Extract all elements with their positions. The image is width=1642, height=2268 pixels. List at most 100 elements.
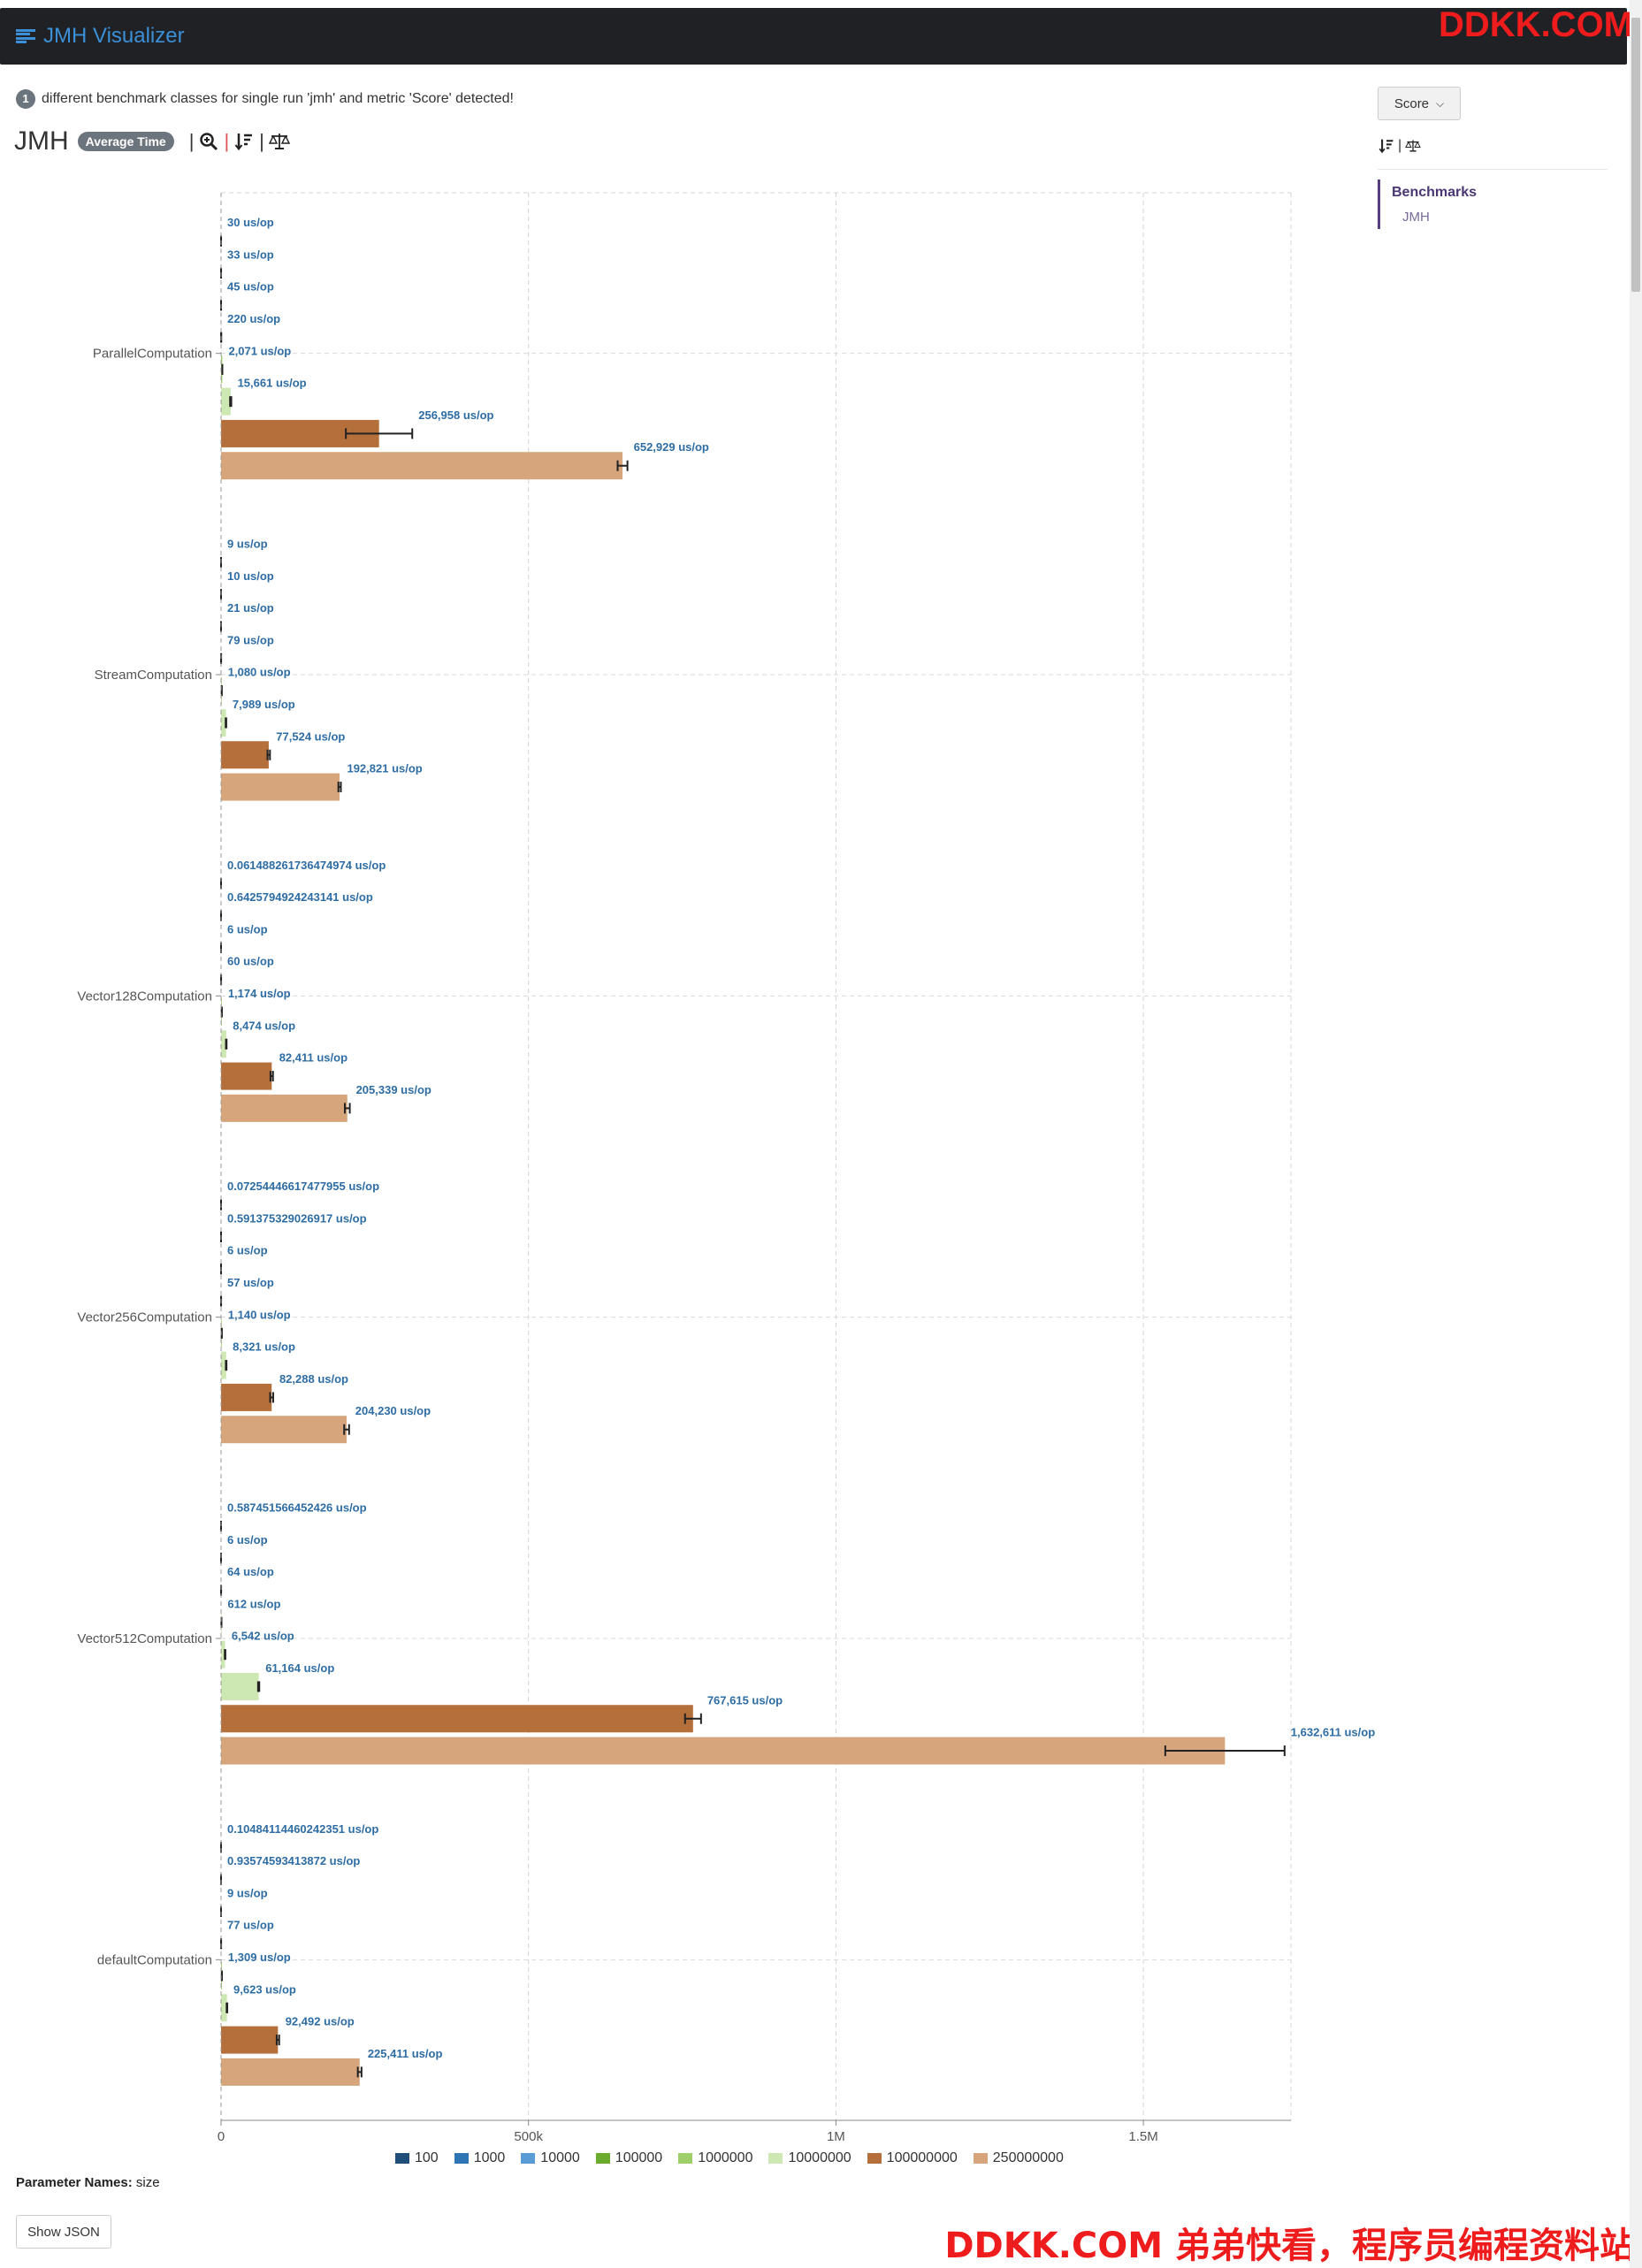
data-label: 77 us/op bbox=[227, 1919, 274, 1932]
detection-info: 1 different benchmark classes for single… bbox=[16, 89, 514, 109]
data-label: 1,174 us/op bbox=[228, 987, 291, 1000]
separator: | bbox=[1398, 138, 1402, 153]
bar bbox=[221, 452, 623, 480]
data-label: 9,623 us/op bbox=[233, 1982, 296, 1996]
data-label: 61,164 us/op bbox=[265, 1661, 334, 1675]
bar bbox=[221, 2058, 360, 2086]
x-tick-label: 500k bbox=[514, 2129, 543, 2144]
legend-item[interactable]: 1000 bbox=[454, 2150, 506, 2166]
legend-item[interactable]: 100000000 bbox=[867, 2150, 958, 2166]
data-label: 82,288 us/op bbox=[279, 1372, 348, 1386]
bar bbox=[221, 1030, 226, 1058]
data-label: 6 us/op bbox=[227, 1244, 268, 1257]
legend-item[interactable]: 1000000 bbox=[678, 2150, 752, 2166]
scrollbar-thumb[interactable] bbox=[1631, 18, 1640, 292]
mode-badge: Average Time bbox=[77, 132, 174, 151]
bar bbox=[221, 1383, 272, 1411]
bar bbox=[221, 1416, 347, 1444]
parameter-label: Parameter Names: bbox=[16, 2175, 133, 2190]
balance-scale-icon[interactable] bbox=[268, 131, 290, 152]
data-label: 7,989 us/op bbox=[233, 698, 295, 711]
bar bbox=[221, 2026, 279, 2054]
data-label: 15,661 us/op bbox=[238, 377, 307, 390]
legend-swatch bbox=[768, 2153, 783, 2164]
data-label: 9 us/op bbox=[227, 1886, 268, 1899]
watermark-top: DDKK.COM bbox=[1439, 5, 1633, 44]
separator: | bbox=[259, 130, 264, 152]
x-tick-label: 1.5M bbox=[1128, 2129, 1157, 2144]
category-label: ParallelComputation bbox=[93, 347, 212, 362]
data-label: 8,474 us/op bbox=[233, 1019, 295, 1032]
title-row: JMH Average Time | | | bbox=[14, 126, 290, 157]
data-label: 82,411 us/op bbox=[279, 1051, 347, 1065]
benchmark-chart: ParallelComputation 30 us/op 33 us/op 45 us… bbox=[77, 192, 1375, 2144]
data-label: 0.07254446617477955 us/op bbox=[227, 1180, 379, 1193]
data-label: 1,080 us/op bbox=[228, 666, 291, 679]
brand-link[interactable]: JMH Visualizer bbox=[16, 24, 185, 49]
data-label: 33 us/op bbox=[227, 248, 274, 261]
balance-scale-icon[interactable] bbox=[1405, 138, 1421, 154]
data-label: 6,542 us/op bbox=[232, 1630, 294, 1643]
navbar: JMH Visualizer bbox=[0, 8, 1627, 65]
data-label: 0.10484114460242351 us/op bbox=[227, 1822, 378, 1836]
legend-label: 100 bbox=[415, 2150, 439, 2165]
bar bbox=[221, 1062, 272, 1090]
data-label: 64 us/op bbox=[227, 1565, 274, 1578]
sort-desc-icon[interactable] bbox=[1379, 138, 1394, 154]
legend-label: 1000 bbox=[473, 2150, 506, 2165]
show-json-button[interactable]: Show JSON bbox=[16, 2215, 111, 2249]
legend-swatch bbox=[395, 2153, 409, 2164]
legend-swatch bbox=[867, 2153, 882, 2164]
data-label: 205,339 us/op bbox=[356, 1083, 432, 1096]
parameter-names: Parameter Names: size bbox=[16, 2175, 160, 2190]
data-label: 0.591375329026917 us/op bbox=[227, 1211, 367, 1225]
list-icon bbox=[16, 29, 35, 43]
data-label: 21 us/op bbox=[227, 601, 274, 615]
scrollbar[interactable] bbox=[1630, 0, 1642, 2268]
legend-label: 10000 bbox=[540, 2150, 580, 2165]
watermark-bottom: DDKK.COM 弟弟快看，程序员编程资料站 bbox=[944, 2226, 1635, 2266]
category-label: defaultComputation bbox=[97, 1952, 212, 1967]
data-label: 0.587451566452426 us/op bbox=[227, 1501, 367, 1514]
legend-swatch bbox=[595, 2153, 610, 2164]
sort-desc-icon[interactable] bbox=[233, 131, 255, 152]
chart-legend: 100 1000 10000 100000 1000000 10000000 1000000… bbox=[395, 2150, 1080, 2166]
legend-label: 10000000 bbox=[788, 2150, 852, 2165]
data-label: 220 us/op bbox=[227, 312, 280, 325]
metric-select[interactable]: Score ⌵ bbox=[1378, 87, 1461, 120]
parameter-value: size bbox=[135, 2175, 160, 2190]
legend-item[interactable]: 10000000 bbox=[768, 2150, 852, 2166]
detection-text: different benchmark classes for single r… bbox=[42, 91, 514, 106]
data-label: 0.6425794924243141 us/op bbox=[227, 890, 373, 904]
legend-swatch bbox=[521, 2153, 536, 2164]
page-title: JMH bbox=[14, 126, 69, 156]
data-label: 204,230 us/op bbox=[355, 1404, 431, 1417]
count-badge: 1 bbox=[16, 89, 35, 109]
x-tick-label: 1M bbox=[827, 2129, 845, 2144]
legend-item[interactable]: 10000 bbox=[521, 2150, 580, 2166]
data-label: 57 us/op bbox=[227, 1276, 274, 1289]
bar bbox=[221, 1351, 226, 1379]
separator: | bbox=[224, 130, 230, 152]
category-label: Vector256Computation bbox=[77, 1310, 212, 1325]
category-label: Vector128Computation bbox=[77, 989, 212, 1004]
legend-item[interactable]: 250000000 bbox=[973, 2150, 1064, 2166]
legend-swatch bbox=[678, 2153, 693, 2164]
legend-item[interactable]: 100 bbox=[395, 2150, 439, 2166]
bar bbox=[221, 1672, 259, 1700]
bar bbox=[221, 1705, 693, 1733]
data-label: 79 us/op bbox=[227, 633, 274, 646]
legend-label: 1000000 bbox=[698, 2150, 753, 2165]
legend-item[interactable]: 100000 bbox=[595, 2150, 662, 2166]
zoom-icon[interactable] bbox=[198, 131, 219, 152]
data-label: 2,071 us/op bbox=[228, 344, 291, 357]
bar bbox=[221, 741, 269, 769]
bar bbox=[221, 708, 226, 737]
nav-item-jmh[interactable]: JMH bbox=[1402, 210, 1430, 225]
bar bbox=[221, 1094, 347, 1122]
metric-select-value: Score bbox=[1394, 95, 1430, 111]
legend-label: 250000000 bbox=[992, 2150, 1064, 2165]
legend-label: 100000000 bbox=[886, 2150, 958, 2165]
x-tick-label: 0 bbox=[218, 2129, 225, 2144]
data-label: 45 us/op bbox=[227, 280, 274, 294]
